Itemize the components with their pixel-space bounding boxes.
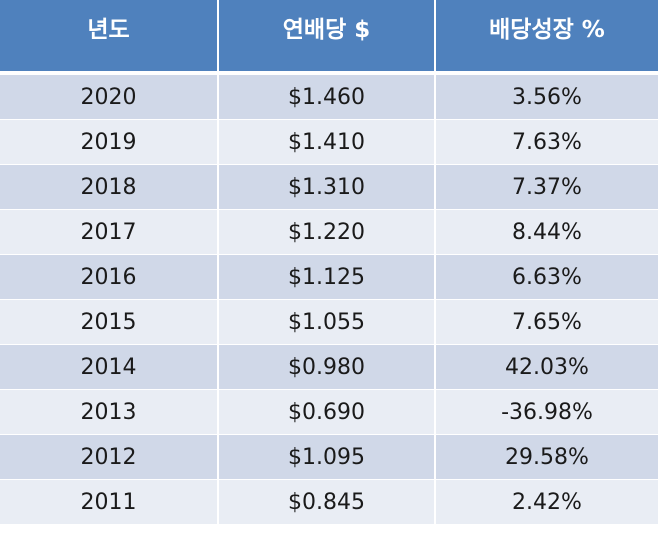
header-annual-dividend: 연배당 $ bbox=[219, 0, 436, 75]
cell-dividend-growth: 7.37% bbox=[436, 165, 658, 210]
cell-dividend-growth: -36.98% bbox=[436, 390, 658, 435]
cell-year: 2019 bbox=[0, 120, 219, 165]
cell-dividend-growth: 7.65% bbox=[436, 300, 658, 345]
cell-year: 2018 bbox=[0, 165, 219, 210]
cell-year: 2016 bbox=[0, 255, 219, 300]
cell-year: 2015 bbox=[0, 300, 219, 345]
cell-annual-dividend: $1.220 bbox=[219, 210, 436, 255]
cell-annual-dividend: $1.095 bbox=[219, 435, 436, 480]
cell-dividend-growth: 42.03% bbox=[436, 345, 658, 390]
table-row: 2011 $0.845 2.42% bbox=[0, 480, 658, 525]
cell-dividend-growth: 7.63% bbox=[436, 120, 658, 165]
cell-year: 2011 bbox=[0, 480, 219, 525]
cell-dividend-growth: 6.63% bbox=[436, 255, 658, 300]
cell-year: 2013 bbox=[0, 390, 219, 435]
cell-annual-dividend: $0.980 bbox=[219, 345, 436, 390]
cell-dividend-growth: 3.56% bbox=[436, 75, 658, 120]
table-row: 2020 $1.460 3.56% bbox=[0, 75, 658, 120]
cell-annual-dividend: $1.460 bbox=[219, 75, 436, 120]
table-row: 2018 $1.310 7.37% bbox=[0, 165, 658, 210]
table-row: 2014 $0.980 42.03% bbox=[0, 345, 658, 390]
table-row: 2019 $1.410 7.63% bbox=[0, 120, 658, 165]
table-row: 2016 $1.125 6.63% bbox=[0, 255, 658, 300]
table-row: 2017 $1.220 8.44% bbox=[0, 210, 658, 255]
cell-annual-dividend: $0.690 bbox=[219, 390, 436, 435]
header-row: 년도 연배당 $ 배당성장 % bbox=[0, 0, 658, 75]
cell-annual-dividend: $1.310 bbox=[219, 165, 436, 210]
cell-dividend-growth: 29.58% bbox=[436, 435, 658, 480]
cell-dividend-growth: 2.42% bbox=[436, 480, 658, 525]
cell-annual-dividend: $1.055 bbox=[219, 300, 436, 345]
cell-annual-dividend: $1.410 bbox=[219, 120, 436, 165]
table-body: 2020 $1.460 3.56% 2019 $1.410 7.63% 2018 $1.310… bbox=[0, 75, 658, 525]
cell-annual-dividend: $1.125 bbox=[219, 255, 436, 300]
table-row: 2012 $1.095 29.58% bbox=[0, 435, 658, 480]
cell-dividend-growth: 8.44% bbox=[436, 210, 658, 255]
cell-year: 2020 bbox=[0, 75, 219, 120]
header-dividend-growth: 배당성장 % bbox=[436, 0, 658, 75]
table-header: 년도 연배당 $ 배당성장 % bbox=[0, 0, 658, 75]
table-row: 2013 $0.690 -36.98% bbox=[0, 390, 658, 435]
dividend-table: 년도 연배당 $ 배당성장 % 2020 $1.460 3.56% 2019 $1.41… bbox=[0, 0, 658, 525]
header-year: 년도 bbox=[0, 0, 219, 75]
cell-annual-dividend: $0.845 bbox=[219, 480, 436, 525]
cell-year: 2012 bbox=[0, 435, 219, 480]
cell-year: 2014 bbox=[0, 345, 219, 390]
cell-year: 2017 bbox=[0, 210, 219, 255]
table-row: 2015 $1.055 7.65% bbox=[0, 300, 658, 345]
